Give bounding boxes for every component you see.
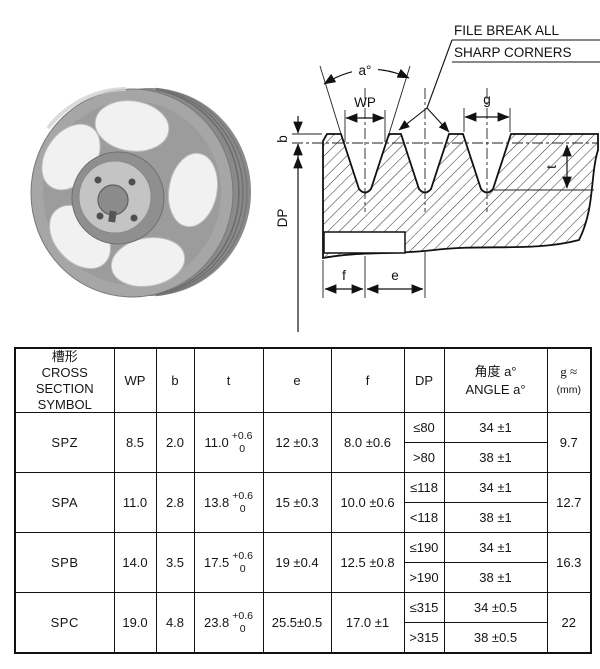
section-body [322, 133, 599, 260]
table-row-spa: SPA 11.0 2.8 13.8 +0.6 0 15 ±0.3 10.0 ±0.… [14, 472, 592, 534]
extension-lines [292, 65, 594, 298]
dimension-lines [293, 68, 572, 332]
cell-g: 16.3 [546, 532, 592, 594]
table-subrow-spc: >315 38 ±0.5 [15, 622, 591, 654]
pulley-wheel [30, 87, 251, 298]
pulley-keyway [108, 210, 117, 223]
cell-wp: 11.0 [113, 472, 157, 534]
cell-angle: 38 ±1 [443, 562, 548, 594]
cell-b: 2.8 [155, 472, 195, 534]
pulley-photo [8, 18, 263, 306]
cell-e: 19 ±0.4 [262, 532, 332, 594]
table-row-spc: SPC 19.0 4.8 23.8 +0.6 0 25.5±0.5 17.0 ±1… [14, 592, 592, 654]
dim-label-b: b [276, 135, 290, 143]
cell-angle: 38 ±1 [443, 442, 548, 474]
dim-label-e: e [391, 268, 399, 283]
col-header-f: f [330, 347, 405, 414]
pulley-photo-graphic [30, 87, 251, 298]
col-header-b: b [155, 347, 195, 414]
cell-g: 22 [546, 592, 592, 654]
cell-dp: ≤190 [403, 532, 445, 564]
cell-t: 11.0 +0.6 0 [193, 412, 264, 474]
col-header-angle: 角度 a° ANGLE a° [443, 347, 548, 414]
cell-symbol: SPC [14, 592, 115, 654]
note-leader [398, 39, 600, 133]
table-row-spb: SPB 14.0 3.5 17.5 +0.6 0 19 ±0.4 12.5 ±0.… [14, 532, 592, 594]
cell-f: 12.5 ±0.8 [330, 532, 405, 594]
cell-angle: 38 ±1 [443, 502, 548, 534]
col-header-symbol: 槽形 CROSS SECTION SYMBOL [14, 347, 115, 414]
cell-angle: 34 ±1 [443, 472, 548, 504]
cell-b: 2.0 [155, 412, 195, 474]
cell-dp: >190 [403, 562, 445, 594]
cell-wp: 8.5 [113, 412, 157, 474]
dim-label-angle: a° [359, 63, 372, 78]
cell-symbol: SPB [14, 532, 115, 594]
table-subrow-spb: >190 38 ±1 [15, 562, 591, 594]
cell-symbol: SPZ [14, 412, 115, 474]
dim-label-wp: WP [354, 95, 376, 110]
dim-label-dp: DP [276, 209, 290, 228]
cell-dp: ≤80 [403, 412, 445, 444]
cell-angle: 34 ±0.5 [443, 592, 548, 624]
cell-dp: ≤315 [403, 592, 445, 624]
groove-section-diagram: FILE BREAK ALL SHARP CORNERS a° WP g b D… [275, 0, 600, 336]
cell-e: 15 ±0.3 [262, 472, 332, 534]
dim-label-f: f [342, 268, 346, 283]
section-drawing: FILE BREAK ALL SHARP CORNERS a° WP g b D… [275, 23, 600, 332]
cell-wp: 14.0 [113, 532, 157, 594]
dim-label-t: t [544, 165, 559, 169]
cell-g: 12.7 [546, 472, 592, 534]
col-header-t: t [193, 347, 264, 414]
cell-t: 17.5 +0.6 0 [193, 532, 264, 594]
cell-f: 10.0 ±0.6 [330, 472, 405, 534]
note-text-line2: SHARP CORNERS [454, 45, 572, 60]
cell-angle: 34 ±1 [443, 532, 548, 564]
cell-dp: >315 [403, 622, 445, 654]
cell-dp: ≤118 [403, 472, 445, 504]
cell-angle: 38 ±0.5 [443, 622, 548, 654]
cell-f: 8.0 ±0.6 [330, 412, 405, 474]
dim-label-g: g [483, 92, 491, 107]
col-header-e: e [262, 347, 332, 414]
col-header-g: g ≈ (mm) [546, 347, 592, 414]
col-header-wp: WP [113, 347, 157, 414]
angle-label-backing [352, 62, 378, 77]
cell-dp: <118 [403, 502, 445, 534]
center-lines [292, 88, 598, 212]
bore-blank-rect [323, 231, 406, 254]
cell-angle: 34 ±1 [443, 412, 548, 444]
cell-f: 17.0 ±1 [330, 592, 405, 654]
cell-b: 3.5 [155, 532, 195, 594]
cell-t: 23.8 +0.6 0 [193, 592, 264, 654]
cell-dp: >80 [403, 442, 445, 474]
cell-symbol: SPA [14, 472, 115, 534]
pulley-hub-bolts [94, 176, 138, 222]
note-text-line1: FILE BREAK ALL [454, 23, 560, 38]
table-subrow-spz: >80 38 ±1 [15, 442, 591, 474]
cell-e: 25.5±0.5 [262, 592, 332, 654]
pulley-groove-arcs [156, 87, 248, 297]
cell-g: 9.7 [546, 412, 592, 474]
table-row-spz: SPZ 8.5 2.0 11.0 +0.6 0 12 ±0.3 8.0 ±0.6 … [14, 412, 592, 474]
cell-e: 12 ±0.3 [262, 412, 332, 474]
groove-spec-table: 槽形 CROSS SECTION SYMBOL WP b t e f DP 角度… [14, 347, 592, 654]
pulley-highlight [46, 87, 127, 130]
header-row: 槽形 CROSS SECTION SYMBOL WP b t e f DP 角度… [14, 347, 592, 414]
pulley-bore [97, 184, 129, 216]
cell-b: 4.8 [155, 592, 195, 654]
cell-wp: 19.0 [113, 592, 157, 654]
spec-table-wrap: 槽形 CROSS SECTION SYMBOL WP b t e f DP 角度… [14, 347, 592, 654]
cell-t: 13.8 +0.6 0 [193, 472, 264, 534]
col-header-dp: DP [403, 347, 445, 414]
